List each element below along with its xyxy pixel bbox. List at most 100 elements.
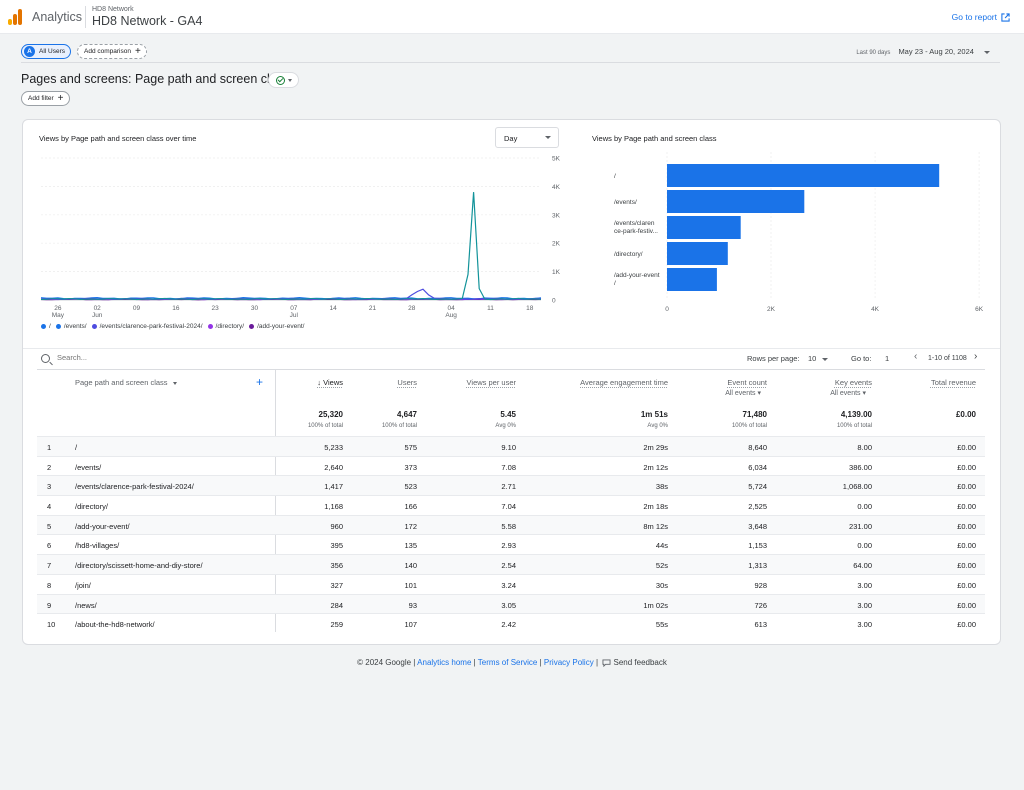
rows-per-page-select[interactable]: 10 xyxy=(808,354,829,363)
add-filter-button[interactable]: Add filter + xyxy=(21,91,70,106)
app-name[interactable]: Analytics xyxy=(32,10,83,24)
legend-item[interactable]: /events/ xyxy=(55,323,87,330)
bar xyxy=(667,216,741,239)
next-page-icon[interactable]: › xyxy=(974,351,978,362)
prev-page-icon[interactable]: ‹ xyxy=(914,351,918,362)
x-tick-label: 18 xyxy=(526,305,534,312)
check-circle-icon xyxy=(275,75,285,85)
row-index: 5 xyxy=(47,521,52,531)
analytics-home-link[interactable]: Analytics home xyxy=(417,658,472,667)
metric-cell: £0.00 xyxy=(957,541,976,551)
metric-cell: 2.71 xyxy=(501,482,516,492)
legend-item[interactable]: / xyxy=(41,323,51,330)
add-dimension-plus-icon[interactable]: + xyxy=(256,375,264,389)
page-path-cell[interactable]: /news/ xyxy=(75,600,97,610)
column-header[interactable]: Key events xyxy=(834,378,872,387)
table-body: 1/5,233 575 9.10 2m 29s 8,640 8.00 £0.00 2/even… xyxy=(37,436,985,633)
granularity-select[interactable]: Day xyxy=(495,127,559,148)
page-path-cell[interactable]: /about-the-hd8-network/ xyxy=(75,620,155,630)
bar xyxy=(667,268,717,291)
event-filter-select[interactable]: All events ▾ xyxy=(830,390,866,397)
bar-category-label: / xyxy=(614,173,616,180)
column-header[interactable]: Event count xyxy=(727,378,767,387)
event-filter-select[interactable]: All events ▾ xyxy=(725,390,761,397)
column-header[interactable]: Total revenue xyxy=(930,378,976,387)
legend-item[interactable]: /events/clarence-park-festival-2024/ xyxy=(91,323,203,330)
external-link-icon xyxy=(1001,12,1010,22)
x-tick-label: 07 xyxy=(290,305,298,312)
table-toolbar-rule xyxy=(23,348,1000,349)
page-path-cell[interactable]: /hd8-villages/ xyxy=(75,541,120,551)
y-tick-label: 5K xyxy=(552,156,561,163)
total-value: 1m 51s xyxy=(640,410,668,419)
table-row[interactable]: 3/events/clarence-park-festival-2024/1,4… xyxy=(37,475,985,496)
table-row[interactable]: 10/about-the-hd8-network/259 107 2.42 55s 61… xyxy=(37,613,985,633)
metric-cell: 1,068.00 xyxy=(842,482,872,492)
page-path-cell[interactable]: /join/ xyxy=(75,580,91,590)
table-row[interactable]: 4/directory/1,168 166 7.04 2m 18s 2,525 0.00 £… xyxy=(37,495,985,515)
dimension-header-label: Page path and screen class xyxy=(75,378,168,387)
total-subtext: 100% of total xyxy=(381,423,417,429)
footer-separator: | xyxy=(413,658,416,667)
add-filter-label: Add filter xyxy=(28,95,54,102)
metric-cell: 107 xyxy=(404,620,417,630)
add-comparison-button[interactable]: Add comparison + xyxy=(77,44,147,59)
privacy-policy-link[interactable]: Privacy Policy xyxy=(543,658,594,667)
bar-chart: 0 2K 4K 6K / /events/ /events/clarence-park-fe… xyxy=(614,152,984,313)
report-status-badge[interactable] xyxy=(268,72,299,88)
table-row[interactable]: 9/news/284 93 3.05 1m 02s 726 3.00 £0.00 xyxy=(37,593,985,614)
send-feedback-link[interactable]: Send feedback xyxy=(602,658,667,668)
bar xyxy=(667,190,805,213)
metric-cell: £0.00 xyxy=(957,462,976,472)
table-row[interactable]: 1 / 5,233 575 9.10 2m 29s 8,640 8.00 £0.00 xyxy=(37,436,985,456)
column-header[interactable]: Users xyxy=(397,378,417,387)
table-row[interactable]: 2/events/2,640 373 7.08 2m 12s 6,034 386.00 £0… xyxy=(37,455,985,476)
total-value: £0.00 xyxy=(955,410,976,419)
dimension-column-divider xyxy=(275,370,276,632)
row-index: 10 xyxy=(47,620,56,630)
table-row[interactable]: 5/add-your-event/960 172 5.58 8m 12s 3,648 23… xyxy=(37,514,985,535)
date-range-picker[interactable]: Last 90 days May 23 - Aug 20, 2024 xyxy=(856,47,990,56)
table-row[interactable]: 8/join/327 101 3.24 30s 928 3.00 £0.00 xyxy=(37,573,985,594)
row-index: 3 xyxy=(47,482,52,492)
legend-item[interactable]: /add-your-event/ xyxy=(249,323,304,330)
x-tick-label: 0 xyxy=(665,306,669,313)
metric-cell: 327 xyxy=(330,580,343,590)
table-search-input[interactable] xyxy=(57,353,257,362)
legend-item[interactable]: /directory/ xyxy=(207,323,244,330)
metric-cell: 1m 02s xyxy=(643,600,668,610)
metric-cell: 8.00 xyxy=(857,443,872,452)
bar-category-label: /add-your-event xyxy=(614,272,660,279)
property-selector[interactable]: HD8 Network - GA4 xyxy=(92,14,203,28)
all-users-label: All Users xyxy=(39,48,66,55)
table-row[interactable]: 6/hd8-villages/395 135 2.93 44s 1,153 0.00 £0.… xyxy=(37,534,985,554)
all-users-segment-chip[interactable]: A All Users xyxy=(21,44,72,59)
page-path-cell[interactable]: /events/clarence-park-festival-2024/ xyxy=(75,482,194,492)
metric-cell: 2m 18s xyxy=(643,502,668,512)
metric-cell: £0.00 xyxy=(957,600,976,610)
column-header[interactable]: Views per user xyxy=(466,378,516,387)
bar xyxy=(667,242,728,265)
page-path-cell[interactable]: / xyxy=(75,443,78,452)
metric-cell: 8m 12s xyxy=(643,521,668,531)
footer: © 2024 Google | Analytics home | Terms o… xyxy=(0,658,1024,668)
terms-of-service-link[interactable]: Terms of Service xyxy=(477,658,538,667)
go-to-report-link[interactable]: Go to report xyxy=(952,12,1010,22)
column-header[interactable]: ↓ Views xyxy=(317,378,343,387)
page-path-cell[interactable]: /directory/ xyxy=(75,502,108,512)
page-path-cell[interactable]: /events/ xyxy=(75,462,102,472)
dimension-header[interactable]: Page path and screen class xyxy=(75,378,177,387)
legend-dot-icon xyxy=(55,324,61,329)
page-path-cell[interactable]: /directory/scissett-home-and-diy-store/ xyxy=(75,561,203,571)
go-to-input[interactable]: 1 xyxy=(885,354,890,363)
page-path-cell[interactable]: /add-your-event/ xyxy=(75,521,130,531)
analytics-logo-icon[interactable] xyxy=(8,9,22,25)
metric-cell: 5,724 xyxy=(748,482,767,492)
table-row[interactable]: 7/directory/scissett-home-and-diy-store/… xyxy=(37,554,985,574)
column-header[interactable]: Average engagement time xyxy=(580,378,668,387)
account-name[interactable]: HD8 Network xyxy=(92,6,134,13)
x-tick-label: 14 xyxy=(330,305,338,312)
x-tick-label: 26 xyxy=(54,305,62,312)
metric-cell: 2.93 xyxy=(501,541,516,551)
metric-cell: 140 xyxy=(404,561,417,571)
